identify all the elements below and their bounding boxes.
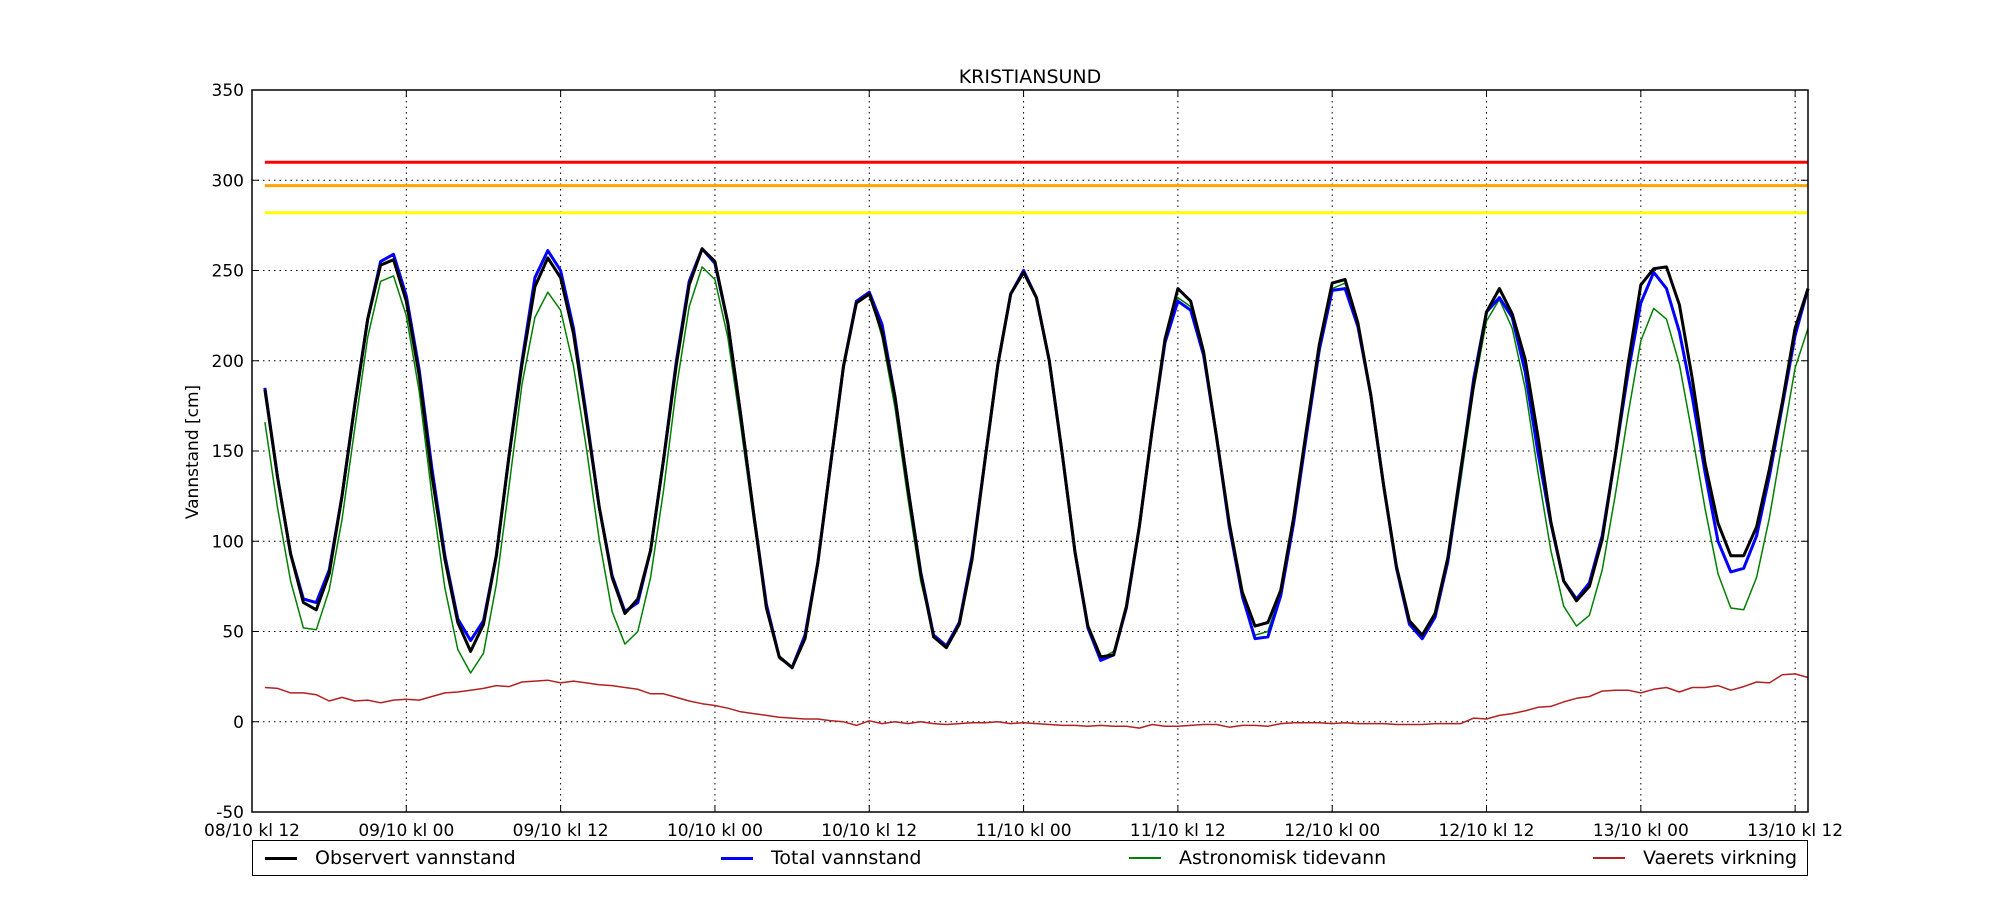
y-tick-label: 300 <box>212 171 244 191</box>
x-tick-label: 11/10 kl 12 <box>1130 821 1226 841</box>
x-tick-label: 09/10 kl 12 <box>513 821 609 841</box>
series-line-vaerets-virkning <box>264 673 1809 729</box>
x-tick-label: 09/10 kl 00 <box>358 821 454 841</box>
legend-swatch-astronomisk <box>1129 857 1161 859</box>
y-tick-label: 150 <box>212 442 244 462</box>
legend-label-vaerets: Vaerets virkning <box>1643 847 1798 869</box>
legend-swatch-vaerets <box>1593 857 1625 859</box>
y-tick-label: 0 <box>233 713 244 733</box>
grid-lines <box>252 90 1808 812</box>
y-tick-label: 100 <box>212 532 244 552</box>
x-tick-label: 12/10 kl 12 <box>1439 821 1535 841</box>
y-tick-label: 200 <box>212 352 244 372</box>
x-tick-label: 12/10 kl 00 <box>1284 821 1380 841</box>
x-tick-label: 13/10 kl 12 <box>1747 821 1843 841</box>
legend-item-observert: Observert vannstand <box>265 841 516 875</box>
legend: Observert vannstand Total vannstand Astr… <box>252 840 1808 876</box>
legend-swatch-observert <box>265 856 297 860</box>
y-axis-label: Vannstand [cm] <box>183 385 203 519</box>
y-tick-label: -50 <box>216 803 244 823</box>
x-tick-label: 11/10 kl 00 <box>976 821 1072 841</box>
series-line-observert-vannstand <box>263 247 1810 670</box>
y-tick-label: 350 <box>212 81 244 101</box>
y-tick-label: 250 <box>212 262 244 282</box>
x-tick-label: 10/10 kl 00 <box>667 821 763 841</box>
legend-item-vaerets: Vaerets virkning <box>1593 841 1797 875</box>
legend-item-total: Total vannstand <box>721 841 921 875</box>
legend-label-astronomisk: Astronomisk tidevann <box>1179 847 1387 869</box>
series-lines <box>263 247 1810 729</box>
legend-label-total: Total vannstand <box>771 847 922 869</box>
chart-title: KRISTIANSUND <box>959 66 1102 88</box>
axis-ticks: -50 0 50 100 150 200 250 300 350 08/10 kl 12 09/10… <box>204 81 1843 841</box>
legend-swatch-total <box>721 856 753 860</box>
threshold-lines <box>264 160 1808 215</box>
x-tick-label: 10/10 kl 12 <box>821 821 917 841</box>
legend-item-astronomisk: Astronomisk tidevann <box>1129 841 1386 875</box>
x-tick-label: 13/10 kl 00 <box>1593 821 1689 841</box>
y-tick-label: 50 <box>222 623 244 643</box>
x-tick-label: 08/10 kl 12 <box>204 821 300 841</box>
legend-label-observert: Observert vannstand <box>315 847 516 869</box>
